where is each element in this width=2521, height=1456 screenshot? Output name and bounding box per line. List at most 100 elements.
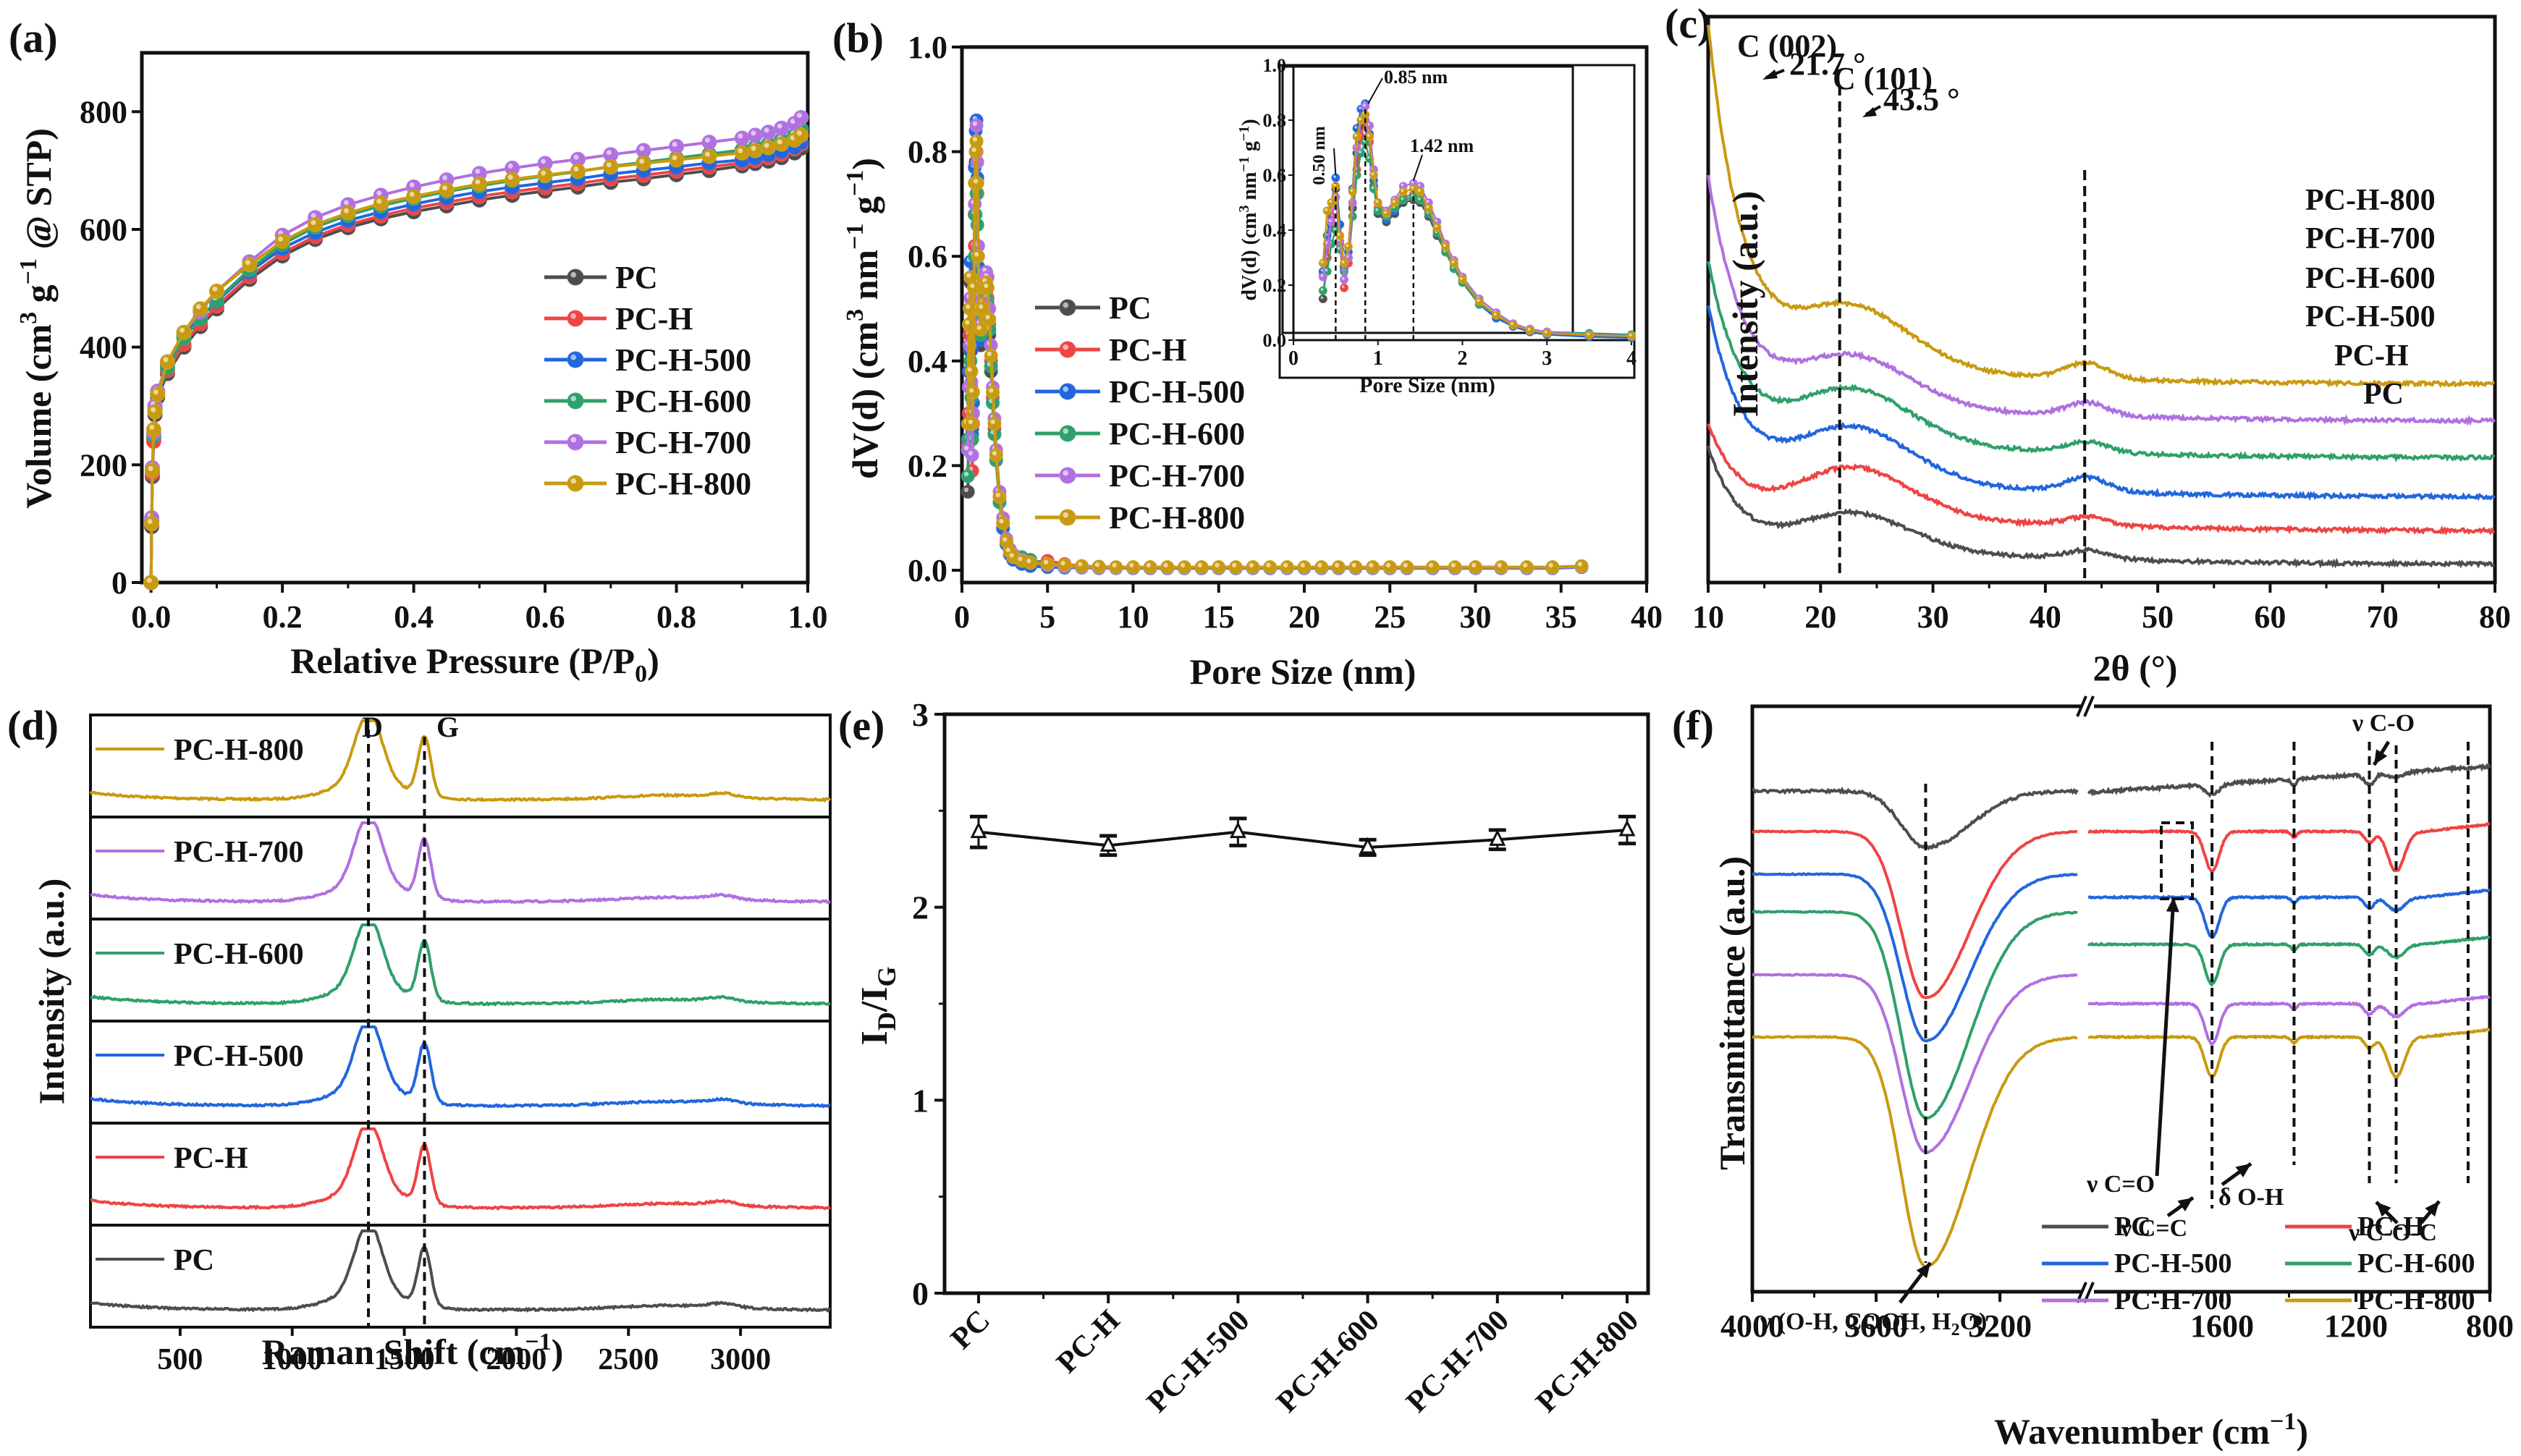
data-point-PC-H-800 bbox=[986, 385, 1000, 399]
panel-b-pore-size-chart: (b) 0 5 10 15 20 25 30 35 400.00.20.40.60.81.0 P… bbox=[832, 14, 1663, 692]
data-point-PC-H-800 bbox=[980, 281, 995, 295]
data-point-PC-H-800-highlight bbox=[1283, 562, 1288, 568]
inset-data-point-PC-H-800-highlight bbox=[1443, 244, 1446, 247]
x-tick-label-a: 0.6 bbox=[525, 599, 565, 635]
data-point-PC-H-800-highlight bbox=[1450, 562, 1456, 568]
x-tick-label-c: 30 bbox=[1917, 599, 1949, 635]
data-point-PC-H-800 bbox=[504, 172, 520, 187]
annotation-c002: C (002) bbox=[1737, 28, 1837, 64]
arrow-oh-bend-head bbox=[2235, 1164, 2251, 1178]
legend-label-PC-H-700: PC-H-700 bbox=[615, 425, 751, 460]
arrow-c-c-double-head bbox=[2177, 1198, 2193, 1211]
data-point-PC-H-800 bbox=[1400, 560, 1414, 575]
x-tick-label-e: PC-H-500 bbox=[1141, 1304, 1257, 1420]
data-point-PC-H-800 bbox=[144, 516, 160, 532]
plot-frame-e bbox=[942, 712, 1650, 1295]
x-tick-label-a: 0.4 bbox=[394, 599, 434, 635]
legend-marker-PC-H-800 bbox=[1059, 509, 1076, 526]
x-tick-label-e: PC bbox=[945, 1304, 997, 1356]
x-tick-label-d: 500 bbox=[157, 1343, 203, 1376]
panel-d-raman-chart: (d) PC-H-800PC-H-700PC-H-600PC-H-500PC-H… bbox=[7, 702, 832, 1376]
data-point-PC-H-700 bbox=[774, 120, 790, 136]
data-point-PC-H-700-highlight bbox=[507, 163, 513, 169]
inset-data-point-PC-H-800-highlight bbox=[1384, 211, 1387, 214]
data-point-PC-H-800-highlight bbox=[1351, 562, 1356, 568]
data-point-PC-H-800-highlight bbox=[376, 198, 382, 204]
data-point-PC-H-800 bbox=[373, 195, 389, 211]
data-point-PC-H-800-highlight bbox=[1181, 562, 1186, 568]
inset-data-point-PC-H-600-highlight bbox=[1333, 227, 1336, 231]
data-point-PC-H-800 bbox=[145, 422, 161, 438]
legend-marker-PC bbox=[567, 268, 584, 286]
data-point-PC-H-800 bbox=[669, 152, 685, 168]
ftir-trace-left-PC-H-600 bbox=[1752, 910, 2078, 1119]
inset-y-tick-label: 0.2 bbox=[1263, 275, 1287, 296]
inset-data-point-PC-H-800-highlight bbox=[1460, 276, 1464, 280]
inset-data-point-PC-H-800 bbox=[1492, 310, 1501, 320]
inset-data-point-PC-H-800 bbox=[1449, 258, 1458, 268]
legend-label-PC-H-600: PC-H-600 bbox=[2357, 1248, 2475, 1279]
raman-trace-PC-H-700 bbox=[90, 821, 831, 905]
data-point-PC-H-800 bbox=[996, 516, 1010, 530]
x-tick-label-f: 3200 bbox=[1968, 1308, 2032, 1344]
stacked-frames-d bbox=[89, 714, 832, 1329]
series-group-a bbox=[143, 109, 809, 591]
legend-marker-PC-H-800-highlight bbox=[1063, 512, 1069, 518]
data-point-PC-H-800-highlight bbox=[1334, 562, 1340, 568]
inset-data-point-PC-H-700-highlight bbox=[1411, 180, 1414, 184]
data-point-PC-H-800 bbox=[1126, 560, 1140, 575]
legend-label-PC-H-500: PC-H-500 bbox=[174, 1040, 304, 1073]
x-tick-label-a: 0.2 bbox=[263, 599, 303, 635]
legend-marker-PC-H-700 bbox=[1059, 467, 1076, 484]
inset-data-point-PC-H-800-highlight bbox=[1392, 200, 1395, 203]
data-point-PC-H-800-highlight bbox=[974, 252, 979, 257]
data-point-PC-H-800-highlight bbox=[1005, 547, 1011, 553]
series-label-PC-H-600: PC-H-600 bbox=[2305, 262, 2436, 295]
x-axis-title-f: Wavenumber (cm−1) bbox=[1994, 1408, 2308, 1452]
inset-data-point-PC-H-800-highlight bbox=[1333, 183, 1336, 187]
inset-data-point-PC-H-800 bbox=[1542, 329, 1552, 338]
data-point-PC-H-700 bbox=[1489, 829, 1506, 846]
data-point-PC-H-700 bbox=[965, 448, 979, 462]
inset-data-point-PC-H-800 bbox=[1416, 187, 1425, 196]
data-point-PC-H-800-highlight bbox=[1300, 562, 1305, 568]
inset-data-point-PC-H-800 bbox=[1335, 231, 1345, 240]
panel-c-xrd-chart: (c) 10 20 30 40 50 60 70 80 C (002)21.7 °C (101… bbox=[1665, 0, 2511, 688]
data-point-PC-H-800 bbox=[1280, 560, 1294, 575]
axis-ticks-f: 4000 3600 3200 1600 1200 800 bbox=[1720, 1292, 2514, 1344]
data-point-PC-H-800 bbox=[982, 312, 997, 326]
data-point-PC-H-700 bbox=[969, 118, 984, 132]
inset-data-point-PC-H-800 bbox=[1348, 187, 1357, 196]
data-point-PC-H-800 bbox=[1618, 819, 1636, 837]
data-point-PC-H-800 bbox=[1212, 560, 1226, 575]
data-point-PC-H-800 bbox=[793, 127, 809, 143]
inset-data-point-PC-H-700-highlight bbox=[1341, 276, 1345, 280]
arrow-c-o-double bbox=[2155, 897, 2176, 1177]
y-tick-label-b: 0.6 bbox=[908, 239, 947, 274]
legend-marker-PC-H-highlight bbox=[1063, 344, 1069, 350]
inset-data-point-PC-H-800-highlight bbox=[1329, 200, 1333, 203]
data-point-PC-H-800 bbox=[176, 324, 192, 340]
ftir-trace-right-PC bbox=[2087, 763, 2491, 798]
data-point-PC-H-800 bbox=[1519, 560, 1534, 575]
data-point-PC-H-700 bbox=[747, 127, 763, 143]
x-tick-label-d: 2500 bbox=[598, 1343, 659, 1376]
data-point-PC-H-800 bbox=[537, 167, 553, 183]
data-point-PC-H-800-highlight bbox=[1403, 562, 1408, 568]
legend-marker-PC-H-600 bbox=[567, 392, 584, 410]
data-point-PC-H-800-highlight bbox=[796, 130, 802, 136]
data-point-PC-H-800 bbox=[1040, 556, 1055, 571]
data-point-PC-H-800-highlight bbox=[311, 219, 316, 225]
inset-y-tick-label: 0.0 bbox=[1263, 330, 1287, 351]
data-point-PC-H-800-highlight bbox=[973, 179, 979, 184]
stacked-frame-PC bbox=[89, 1224, 832, 1329]
data-point-PC-H-800-highlight bbox=[1317, 562, 1322, 568]
inset-data-point-PC-H-800 bbox=[1390, 198, 1400, 207]
data-point-PC-H-800 bbox=[308, 216, 324, 232]
annotations-f: ν (O-H, COOH, H2O) ν C=O ν C=C δ O-H ν C… bbox=[1760, 710, 2470, 1339]
series-label-PC-H: PC-H bbox=[2334, 339, 2409, 373]
x-tick-label-c: 20 bbox=[1804, 599, 1836, 635]
data-point-PC-H-800-highlight bbox=[1146, 562, 1152, 568]
inset-data-point-PC-H-700 bbox=[1340, 275, 1349, 284]
